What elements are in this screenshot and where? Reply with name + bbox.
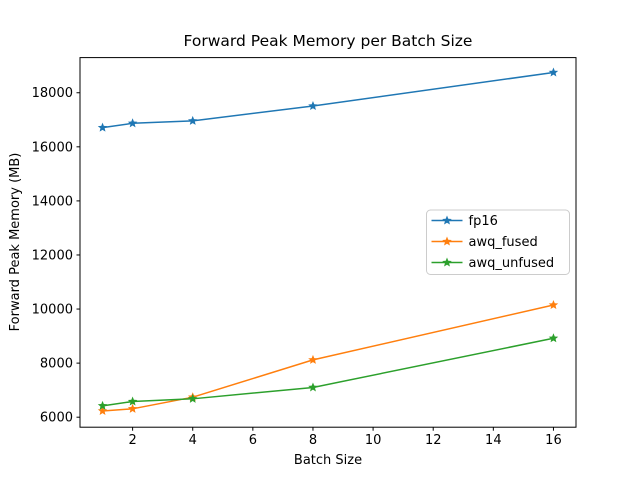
- y-tick-label: 18000: [32, 86, 73, 101]
- data-point-marker-awq_fused: [127, 403, 138, 413]
- legend-marker-icon: [442, 236, 452, 246]
- data-point-marker-fp16: [308, 101, 318, 111]
- data-point-marker-fp16: [187, 115, 198, 125]
- legend-box: [426, 209, 570, 275]
- legend-label: awq_fused: [469, 235, 538, 250]
- x-tick-label: 10: [365, 433, 382, 448]
- data-point-marker-fp16: [97, 122, 108, 132]
- legend-entry-awq_unfused: awq_unfused: [431, 256, 555, 271]
- x-tick-label: 8: [309, 433, 317, 448]
- x-tick-label: 6: [249, 433, 257, 448]
- data-point-marker-awq_unfused: [308, 382, 318, 392]
- data-point-marker-awq_fused: [548, 299, 559, 310]
- y-tick-label: 16000: [32, 140, 73, 155]
- y-tick-label: 6000: [40, 411, 73, 426]
- data-point-marker-fp16: [548, 67, 559, 77]
- legend-entry-awq_fused: awq_fused: [431, 235, 538, 250]
- x-tick-label: 12: [425, 433, 442, 448]
- legend-label: awq_unfused: [469, 256, 555, 271]
- legend: fp16 awq_fused awq_unfused: [426, 209, 570, 275]
- legend-entry-fp16: fp16: [431, 214, 498, 229]
- data-point-marker-awq_unfused: [187, 393, 198, 403]
- y-tick-label: 8000: [40, 357, 73, 372]
- y-tick-label: 12000: [32, 248, 73, 263]
- data-point-marker-awq_unfused: [548, 333, 559, 343]
- x-tick-label: 14: [485, 433, 502, 448]
- x-tick-label: 16: [545, 433, 562, 448]
- data-point-marker-fp16: [127, 118, 138, 128]
- data-point-marker-awq_fused: [308, 354, 318, 364]
- data-point-marker-awq_unfused: [127, 396, 138, 406]
- y-axis-label: Forward Peak Memory (MB): [8, 153, 23, 332]
- y-tick-label: 14000: [32, 194, 73, 209]
- data-point-marker-awq_unfused: [97, 400, 108, 410]
- y-tick-label: 10000: [32, 303, 73, 318]
- x-tick-label: 2: [128, 433, 136, 448]
- data-point-marker-awq_fused: [97, 405, 108, 416]
- legend-marker-icon: [442, 257, 452, 267]
- chart-title: Forward Peak Memory per Batch Size: [184, 32, 473, 50]
- legend-marker-icon: [442, 215, 452, 225]
- x-axis-label: Batch Size: [294, 453, 362, 468]
- legend-label: fp16: [469, 214, 498, 229]
- x-tick-label: 4: [189, 433, 197, 448]
